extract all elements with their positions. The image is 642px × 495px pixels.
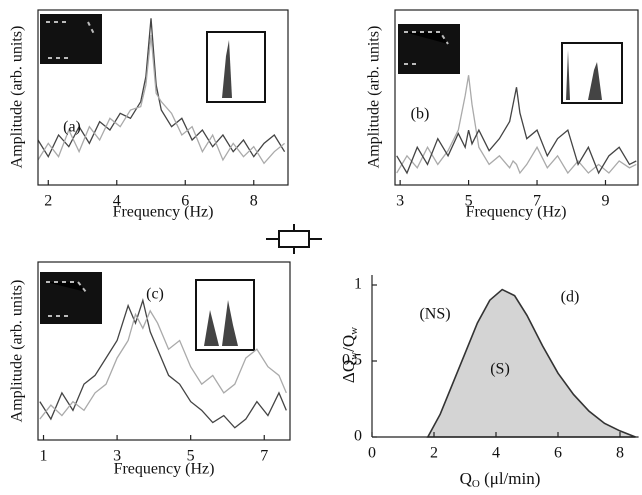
- x-tick-label: 5: [187, 448, 195, 465]
- spectrum-line: [396, 87, 637, 175]
- x-axis-label: QO (μl/min): [460, 469, 541, 490]
- x-tick-label: 3: [113, 448, 121, 465]
- plot-frame: [37, 261, 291, 441]
- annotation: (b): [411, 106, 430, 123]
- spectrum-line: [39, 309, 287, 420]
- y-axis-label: Amplitude (arb. units): [9, 280, 26, 423]
- x-axis-label: Frequency (Hz): [113, 204, 214, 221]
- inset-histogram: [195, 31, 623, 351]
- x-tick-label: 2: [430, 445, 438, 462]
- plot-frame: [37, 9, 289, 186]
- x-axis-label-part: Q: [460, 469, 472, 488]
- x-axis-label-part: (μl/min): [480, 469, 541, 488]
- y-tick-label: 0: [354, 428, 362, 445]
- spectrum-line: [37, 34, 285, 165]
- annotation: (a): [63, 119, 81, 136]
- x-axis-label-part: O: [472, 478, 480, 490]
- x-tick-label: 4: [113, 193, 121, 210]
- x-tick-label: 5: [465, 193, 473, 210]
- x-tick-label: 7: [533, 193, 541, 210]
- x-tick-label: 6: [554, 445, 562, 462]
- y-axis-label: Amplitude (arb. units): [366, 26, 383, 169]
- x-axis-label: Frequency (Hz): [114, 461, 215, 478]
- spectrum-line: [37, 18, 286, 159]
- y-tick-label: 1: [354, 276, 362, 293]
- y-tick-label: 0.5: [342, 352, 362, 369]
- x-tick-label: 4: [492, 445, 500, 462]
- x-tick-label: 8: [250, 193, 258, 210]
- annotation: (d): [561, 289, 580, 306]
- x-tick-label: 6: [181, 193, 189, 210]
- annotation: (c): [146, 286, 164, 303]
- x-tick-label: 8: [616, 445, 624, 462]
- y-axis-label-part: w: [348, 352, 360, 360]
- x-tick-label: 7: [260, 448, 268, 465]
- x-tick-label: 9: [601, 193, 609, 210]
- y-axis-label-part: /Q: [339, 335, 358, 352]
- stability-area: [426, 288, 636, 438]
- annotation: (NS): [419, 306, 450, 323]
- y-axis-label-part: ΔQ: [339, 360, 358, 383]
- x-tick-label: 0: [368, 445, 376, 462]
- center-symbol: [266, 224, 322, 254]
- x-tick-label: 2: [44, 193, 52, 210]
- y-axis-label-part: w: [348, 327, 360, 335]
- y-axis-label: Amplitude (arb. units): [9, 26, 26, 169]
- inset-image: [40, 14, 460, 324]
- plot-frame: [394, 9, 639, 186]
- x-tick-label: 3: [396, 193, 404, 210]
- annotation: (S): [490, 361, 510, 378]
- x-tick-label: 1: [40, 448, 48, 465]
- x-axis-label: Frequency (Hz): [466, 204, 567, 221]
- spectrum-line: [396, 75, 637, 175]
- spectrum-line: [39, 297, 287, 429]
- y-axis-label: ΔQw/Qw: [339, 327, 360, 383]
